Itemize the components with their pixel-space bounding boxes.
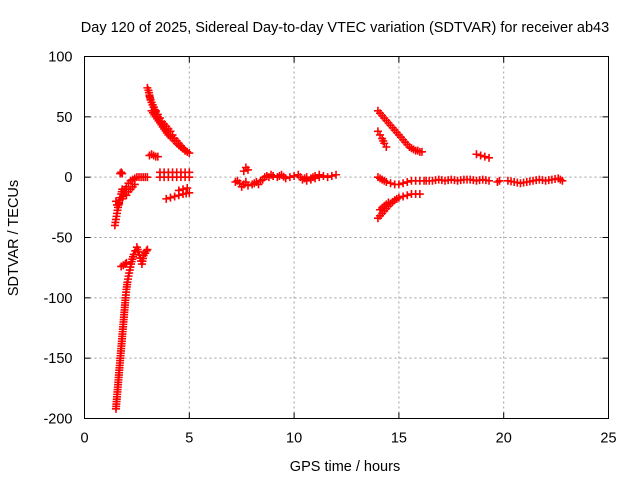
x-tick-label: 0 xyxy=(80,431,88,447)
data-segment xyxy=(145,92,194,158)
data-segment xyxy=(373,173,429,189)
data-point xyxy=(323,173,332,182)
data-point xyxy=(285,173,294,182)
data-point xyxy=(243,181,252,190)
data-point xyxy=(122,258,131,267)
data-point xyxy=(485,176,494,185)
data-point xyxy=(394,193,403,202)
data-point xyxy=(185,149,194,158)
x-tick-label: 10 xyxy=(286,431,302,447)
y-tick-label: 0 xyxy=(64,170,72,186)
data-point xyxy=(417,147,426,156)
data-segment xyxy=(302,173,324,185)
data-segment xyxy=(373,127,391,151)
data-segment xyxy=(147,106,190,155)
y-tick-labels: -200 -150 -100 -50 0 50 100 xyxy=(43,50,72,428)
data-point xyxy=(142,246,151,255)
data-markers xyxy=(110,83,567,413)
data-point xyxy=(382,143,391,151)
data-segment xyxy=(373,106,426,156)
data-point xyxy=(143,245,152,254)
data-point xyxy=(179,185,188,194)
data-segment xyxy=(231,170,278,191)
y-tick-label: -200 xyxy=(43,412,72,428)
data-point xyxy=(472,150,481,159)
data-segment xyxy=(493,176,504,186)
chart-title: Day 120 of 2025, Sidereal Day-to-day VTE… xyxy=(81,20,609,36)
data-point xyxy=(399,179,408,188)
data-segment xyxy=(239,163,252,176)
data-point xyxy=(415,190,424,199)
y-tick-label: -150 xyxy=(43,351,72,367)
data-point xyxy=(311,174,320,183)
data-point xyxy=(315,173,324,182)
data-point xyxy=(382,177,391,186)
data-point xyxy=(243,165,252,174)
data-point xyxy=(130,180,139,189)
data-point xyxy=(319,171,328,180)
data-point xyxy=(143,173,152,182)
data-point xyxy=(332,170,341,179)
data-point xyxy=(302,176,311,185)
x-tick-label: 15 xyxy=(391,431,407,447)
data-point xyxy=(384,198,393,207)
data-point xyxy=(306,175,315,184)
data-point xyxy=(485,153,494,162)
data-point xyxy=(290,171,299,180)
plot-frame xyxy=(84,56,609,419)
y-axis-label: SDTVAR / TECUs xyxy=(6,180,22,296)
data-point xyxy=(403,177,412,186)
data-segment xyxy=(111,243,152,413)
data-segment xyxy=(155,168,194,177)
data-point xyxy=(399,192,408,201)
data-segment xyxy=(117,258,131,271)
data-point xyxy=(558,176,567,185)
data-segment xyxy=(422,175,494,185)
data-point xyxy=(403,191,412,200)
y-tick-label: 50 xyxy=(56,110,72,126)
data-point xyxy=(185,173,194,182)
data-point xyxy=(386,179,395,188)
y-tick-label: -50 xyxy=(52,231,73,247)
x-tick-labels: 0 5 10 15 20 25 xyxy=(80,431,616,447)
x-tick-label: 5 xyxy=(185,431,193,447)
data-point xyxy=(162,194,171,203)
x-axis-label: GPS time / hours xyxy=(290,459,400,475)
data-point xyxy=(117,168,126,177)
data-segment xyxy=(472,150,494,162)
data-point xyxy=(183,184,192,193)
data-segment xyxy=(122,180,139,200)
data-segment xyxy=(174,184,192,195)
data-point xyxy=(181,146,190,155)
x-tick-label: 20 xyxy=(496,431,512,447)
data-point xyxy=(121,260,130,269)
data-point xyxy=(115,199,124,208)
data-segment xyxy=(162,188,194,203)
data-point xyxy=(118,169,127,178)
data-point xyxy=(174,186,183,195)
data-segment xyxy=(111,197,124,212)
data-segment xyxy=(155,173,194,182)
grid-lines xyxy=(84,56,609,419)
data-point xyxy=(166,193,175,202)
x-tick-label: 25 xyxy=(600,431,616,447)
data-segment xyxy=(145,150,162,161)
data-point xyxy=(185,188,194,197)
data-segment xyxy=(503,174,567,188)
data-point xyxy=(153,152,162,161)
y-tick-label: -100 xyxy=(43,291,72,307)
data-point xyxy=(114,203,123,212)
data-segment xyxy=(269,170,341,184)
data-point xyxy=(476,151,485,160)
data-point xyxy=(394,180,403,189)
y-tick-label: 100 xyxy=(48,50,72,66)
data-point xyxy=(327,171,336,180)
data-point xyxy=(170,192,179,201)
data-point xyxy=(495,176,504,185)
data-segment xyxy=(116,168,127,178)
data-point xyxy=(281,174,290,183)
data-segment xyxy=(376,198,393,214)
data-point xyxy=(480,152,489,161)
